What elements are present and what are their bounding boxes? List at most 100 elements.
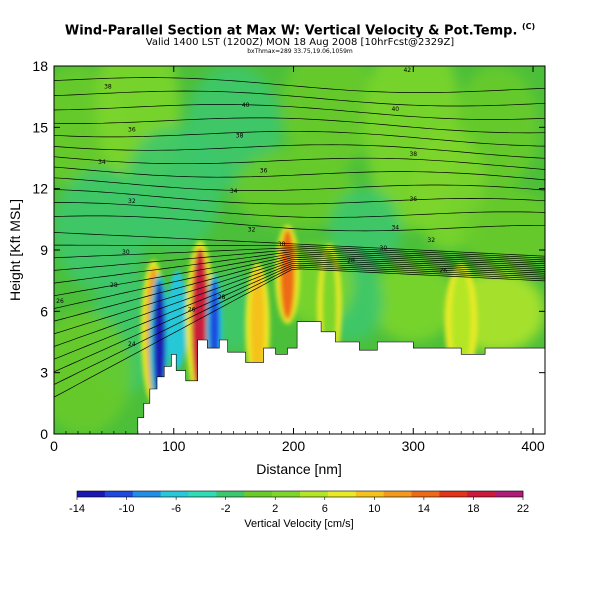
y-tick-label: 15 — [32, 119, 48, 135]
theta-contour — [54, 259, 545, 335]
theta-contour — [54, 77, 545, 93]
colorbar-swatch — [132, 491, 161, 497]
theta-contour — [54, 156, 545, 170]
theta-contour — [54, 215, 545, 232]
contour-label: 38 — [104, 83, 112, 90]
field-patch — [54, 168, 150, 291]
theta-contour — [54, 247, 545, 261]
y-tick-label: 9 — [40, 242, 48, 258]
colorbar-swatch — [411, 491, 440, 497]
colorbar-tick-label: 10 — [368, 503, 380, 515]
colorbar-swatch — [244, 491, 273, 497]
y-tick-label: 0 — [40, 426, 48, 442]
contour-label: 40 — [242, 102, 250, 109]
copyright-mark: (C) — [521, 22, 536, 31]
colorbar-tick-label: 18 — [467, 503, 479, 515]
theta-contour — [54, 232, 545, 257]
contour-label: 36 — [260, 167, 268, 174]
colorbar-swatch — [216, 491, 245, 497]
theta-contour — [54, 117, 545, 134]
contour-labels: 38 36 34 32 30 28 26 24 26 28 40 38 36 34 32 30 42 40 38 36… — [56, 67, 447, 348]
colorbar-swatch — [327, 491, 357, 497]
contour-label: 34 — [230, 188, 238, 195]
colorbar-swatch — [77, 491, 106, 497]
y-axis-label: Height [Kft MSL] — [7, 199, 23, 301]
theta-contour — [54, 130, 545, 147]
theta-contour — [54, 202, 545, 218]
x-tick-label: 200 — [282, 438, 306, 454]
y-tick-label: 3 — [40, 365, 48, 381]
colorbar-tick-label: 6 — [322, 503, 328, 515]
theta-contour — [54, 166, 545, 181]
y-tick-label: 12 — [32, 181, 48, 197]
velocity-core — [250, 268, 265, 383]
theta-contour — [54, 244, 545, 259]
theta-contour — [54, 262, 545, 360]
velocity-core — [153, 280, 166, 404]
contour-label: 28 — [110, 282, 118, 289]
theta-contour — [54, 266, 545, 385]
forecast-info-line: bxThmax=289 33.75,19.06,1059m — [247, 48, 353, 55]
contour-label: 30 — [278, 241, 286, 248]
contour-label: 30 — [380, 245, 388, 252]
contour-label: 26 — [439, 267, 447, 274]
contour-label: 40 — [391, 106, 399, 113]
contour-label: 32 — [128, 198, 136, 205]
contour-label: 32 — [427, 237, 435, 244]
colorbar-swatch — [300, 491, 329, 497]
colorbar-swatch — [495, 491, 524, 497]
valid-time-subtitle: Valid 1400 LST (1200Z) MON 18 Aug 2008 [… — [145, 37, 455, 48]
y-tick-label: 6 — [40, 303, 48, 319]
contour-label: 34 — [98, 159, 106, 166]
contour-label: 34 — [391, 225, 399, 232]
theta-contour — [54, 255, 545, 309]
colorbar: -14 -10 -6 -2 2 6 10 14 18 22 — [69, 490, 529, 515]
y-tick-label: 18 — [32, 58, 48, 74]
colorbar-tick-label: -10 — [119, 503, 135, 515]
contour-label: 28 — [218, 294, 226, 301]
field-patch — [371, 260, 456, 342]
colorbar-swatch — [272, 491, 301, 497]
contour-label: 26 — [56, 298, 64, 305]
field-patch — [125, 127, 222, 250]
x-tick-label: 300 — [402, 438, 426, 454]
theta-contour — [54, 144, 545, 159]
field-patch — [461, 188, 545, 271]
contour-label: 36 — [128, 126, 136, 133]
contour-label: 42 — [403, 67, 411, 74]
field-patch — [54, 311, 132, 434]
colorbar-swatch — [383, 491, 412, 497]
colorbar-tick-label: 2 — [272, 503, 278, 515]
contour-label: 30 — [122, 249, 130, 256]
colorbar-tick-label: -6 — [171, 503, 181, 515]
contour-label: 24 — [128, 341, 136, 348]
theta-contour — [54, 177, 545, 191]
contour-label: 32 — [248, 227, 256, 234]
x-tick-label: 400 — [521, 438, 545, 454]
contour-label: 38 — [409, 151, 417, 158]
chart-title: Wind-Parallel Section at Max W: Vertical… — [64, 22, 536, 39]
contour-label: 26 — [188, 306, 196, 313]
theta-contour — [54, 189, 545, 205]
colorbar-swatch — [160, 491, 189, 497]
theta-contour — [54, 104, 545, 120]
theta-contour — [54, 264, 545, 373]
colorbar-swatch — [188, 491, 217, 497]
x-tick-label: 0 — [50, 438, 58, 454]
colorbar-tick-label: 22 — [517, 503, 529, 515]
theta-contour — [54, 260, 545, 347]
contour-label: 28 — [347, 257, 355, 264]
x-tick-label: 100 — [162, 438, 186, 454]
contour-label: 38 — [236, 133, 244, 140]
theta-contour — [54, 268, 545, 398]
theta-contour — [54, 251, 545, 284]
theta-contour — [54, 90, 545, 107]
theta-contours — [54, 77, 545, 398]
colorbar-tick-label: 14 — [418, 503, 430, 515]
colorbar-tick-label: -2 — [221, 503, 231, 515]
theta-contour — [54, 253, 545, 297]
field-patch — [281, 66, 378, 169]
colorbar-label: Vertical Velocity [cm/s] — [244, 518, 353, 530]
